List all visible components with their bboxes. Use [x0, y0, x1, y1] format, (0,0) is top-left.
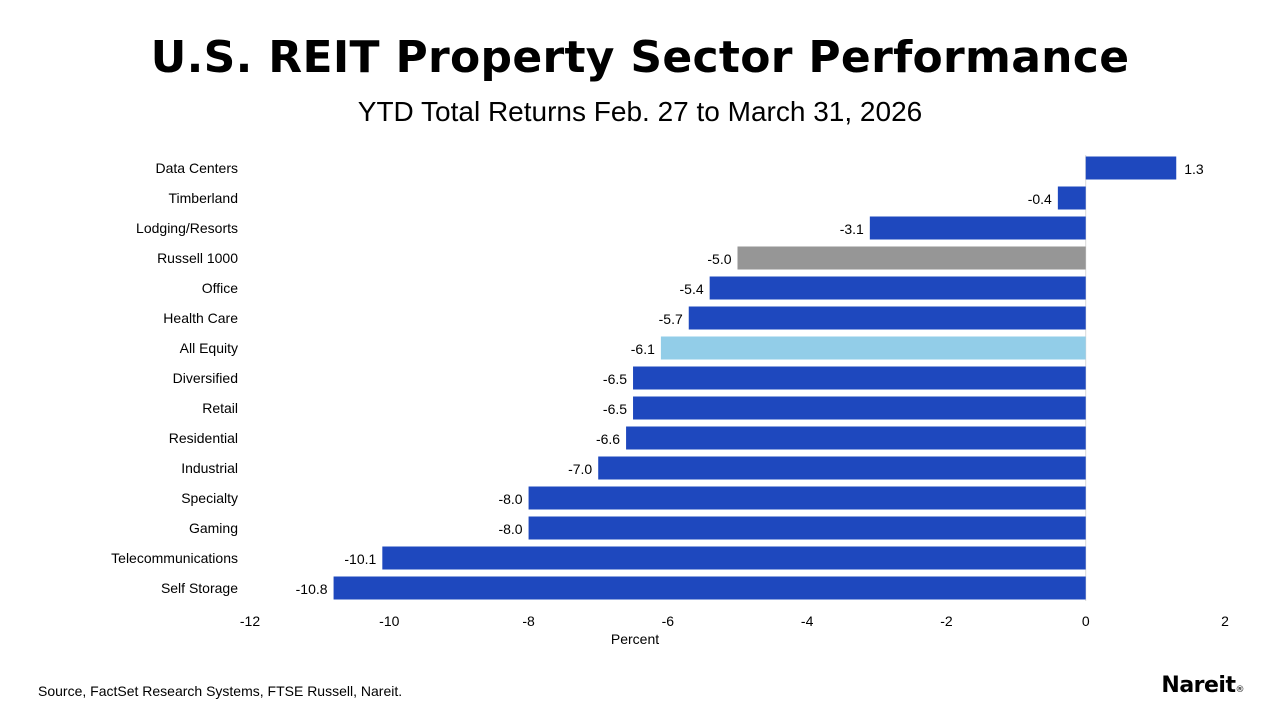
category-label: Specialty: [181, 490, 238, 506]
value-label: -6.6: [596, 431, 620, 447]
value-labels: 1.3-0.4-3.1-5.0-5.4-5.7-6.1-6.5-6.5-6.6-…: [296, 161, 1204, 597]
category-label: Telecommunications: [111, 550, 238, 566]
value-label: -6.1: [631, 341, 655, 357]
x-axis-ticks: -12 -10 -8 -6 -4 -2 0 2: [240, 613, 1229, 629]
x-axis-title: Percent: [611, 631, 659, 647]
x-tick-label: -8: [522, 613, 535, 629]
logo-text: Nareit: [1161, 673, 1236, 698]
value-label: -7.0: [568, 461, 592, 477]
bar-health-care: [688, 306, 1086, 330]
category-label: Health Care: [163, 310, 238, 326]
registered-mark: ®: [1235, 685, 1245, 695]
value-label: -3.1: [840, 221, 864, 237]
category-label: Timberland: [168, 190, 238, 206]
x-tick-label: -2: [940, 613, 953, 629]
x-tick-label: 2: [1221, 613, 1229, 629]
bars-group: [333, 155, 1177, 601]
bar-residential: [626, 426, 1086, 450]
value-label: -8.0: [498, 491, 522, 507]
category-label: Retail: [202, 400, 238, 416]
bar-telecommunications: [382, 546, 1086, 570]
value-label: -0.4: [1028, 191, 1052, 207]
chart-title: U.S. REIT Property Sector Performance: [150, 32, 1130, 83]
value-label: -5.0: [707, 251, 731, 267]
value-label: -6.5: [603, 401, 627, 417]
nareit-logo: Nareit®: [1161, 673, 1244, 698]
source-note: Source, FactSet Research Systems, FTSE R…: [38, 683, 403, 699]
category-label: Office: [202, 280, 239, 296]
x-tick-label: -4: [801, 613, 814, 629]
value-label: -10.1: [344, 551, 376, 567]
bar-diversified: [633, 366, 1086, 390]
category-label: Gaming: [189, 520, 238, 536]
bar-lodging-resorts: [869, 216, 1086, 240]
value-label: -5.7: [659, 311, 683, 327]
category-labels: Data Centers Timberland Lodging/Resorts Rus…: [111, 160, 238, 596]
category-label: All Equity: [180, 340, 238, 356]
bar-chart: Data Centers Timberland Lodging/Resorts Rus…: [111, 155, 1229, 647]
x-tick-label: 0: [1082, 613, 1090, 629]
category-label: Russell 1000: [157, 250, 238, 266]
category-label: Self Storage: [161, 580, 238, 596]
chart-subtitle: YTD Total Returns Feb. 27 to March 31, 2…: [357, 96, 923, 127]
value-label: 1.3: [1184, 161, 1204, 177]
value-label: -10.8: [296, 581, 328, 597]
x-tick-label: -6: [662, 613, 675, 629]
bar-industrial: [598, 456, 1086, 480]
bar-self-storage: [333, 576, 1086, 600]
bar-data-centers: [1085, 156, 1177, 180]
category-label: Lodging/Resorts: [136, 220, 238, 236]
value-label: -8.0: [498, 521, 522, 537]
bar-office: [709, 276, 1086, 300]
bar-russell-1000: [737, 246, 1086, 270]
category-label: Data Centers: [156, 160, 238, 176]
bar-all-equity: [660, 336, 1086, 360]
category-label: Industrial: [181, 460, 238, 476]
bar-gaming: [528, 516, 1086, 540]
value-label: -6.5: [603, 371, 627, 387]
bar-specialty: [528, 486, 1086, 510]
x-tick-label: -10: [379, 613, 399, 629]
category-label: Residential: [169, 430, 238, 446]
x-tick-label: -12: [240, 613, 260, 629]
bar-retail: [633, 396, 1086, 420]
value-label: -5.4: [680, 281, 704, 297]
category-label: Diversified: [173, 370, 238, 386]
bar-timberland: [1057, 186, 1086, 210]
